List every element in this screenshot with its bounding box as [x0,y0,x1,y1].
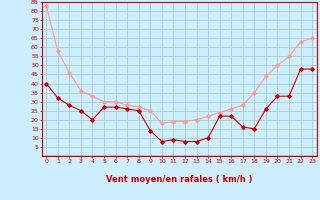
X-axis label: Vent moyen/en rafales ( km/h ): Vent moyen/en rafales ( km/h ) [106,175,252,184]
